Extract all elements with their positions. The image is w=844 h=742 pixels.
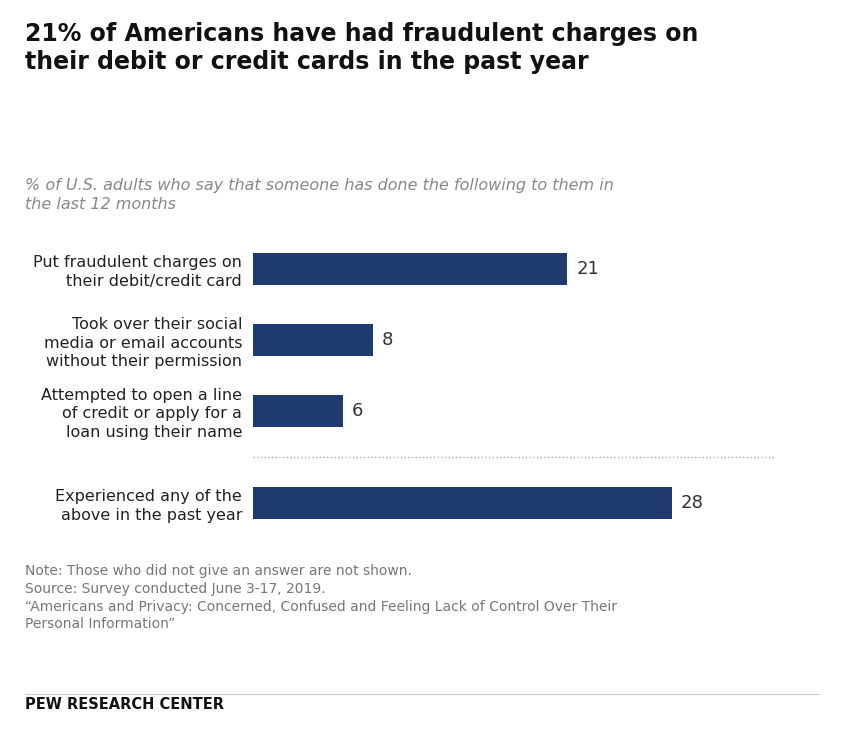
Bar [253,253,567,285]
Text: 6: 6 [352,401,363,420]
Bar [253,395,343,427]
Text: PEW RESEARCH CENTER: PEW RESEARCH CENTER [25,697,225,712]
Text: % of U.S. adults who say that someone has done the following to them in
the last: % of U.S. adults who say that someone ha… [25,178,614,211]
Text: 21% of Americans have had fraudulent charges on
their debit or credit cards in t: 21% of Americans have had fraudulent cha… [25,22,699,74]
Text: 21: 21 [576,260,599,278]
Text: Note: Those who did not give an answer are not shown.
Source: Survey conducted J: Note: Those who did not give an answer a… [25,564,617,631]
Bar [253,324,373,355]
Text: 28: 28 [681,493,704,512]
Text: 8: 8 [381,331,393,349]
Bar [253,487,672,519]
